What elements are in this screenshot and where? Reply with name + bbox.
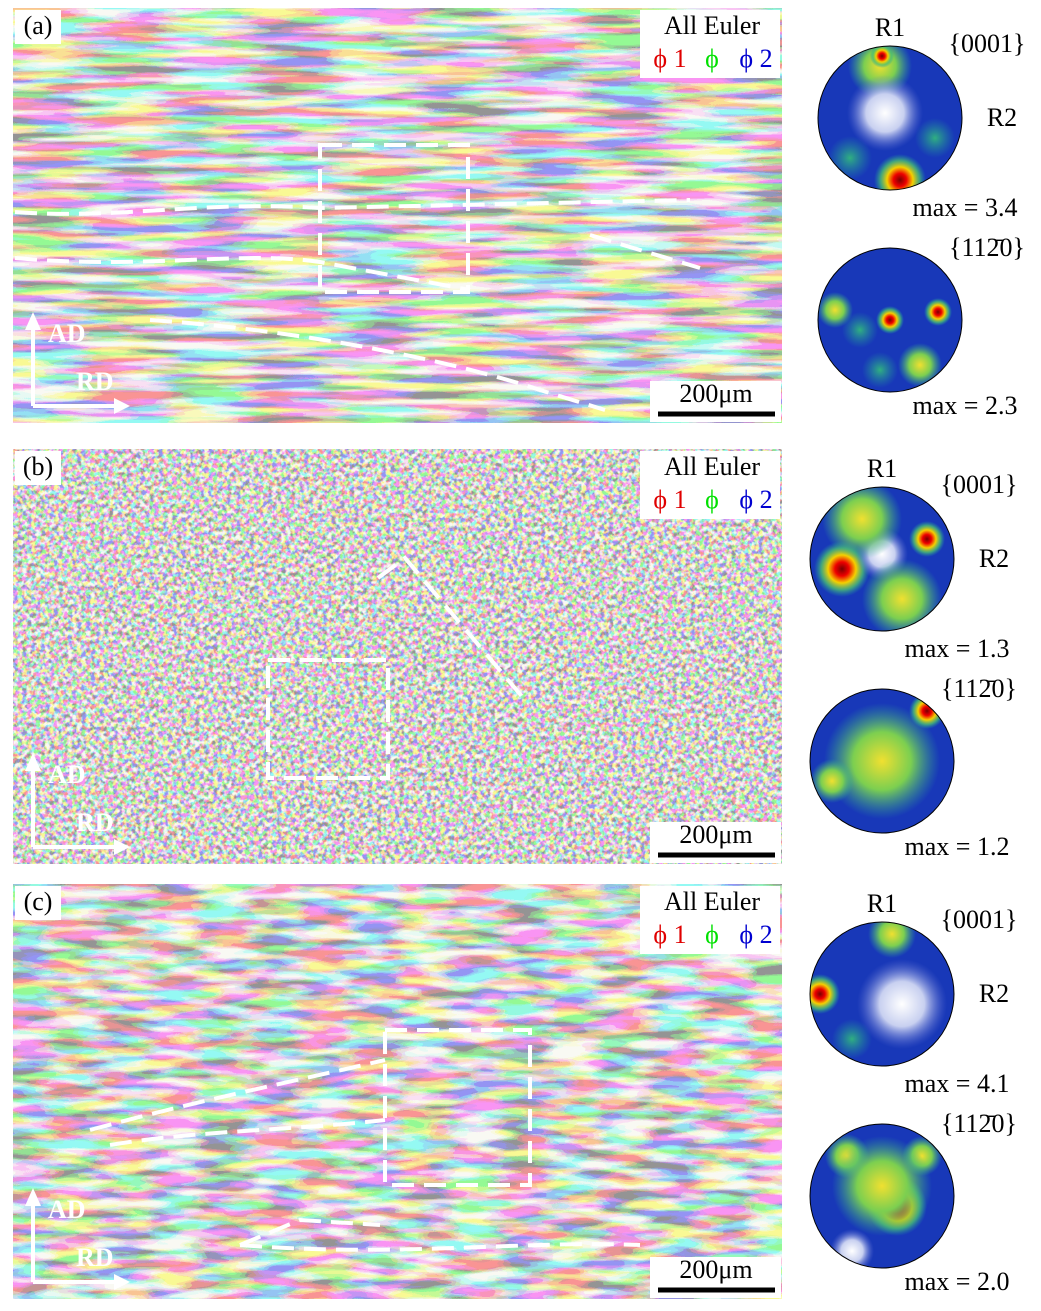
plane-label: {0001} bbox=[941, 470, 1018, 499]
legend-phi: ϕ bbox=[705, 44, 719, 73]
dashed-region bbox=[14, 256, 471, 292]
arrow-heads bbox=[25, 312, 130, 414]
intensity-blob bbox=[828, 136, 872, 180]
pole-figure bbox=[809, 921, 955, 1067]
r1-label: R1 bbox=[875, 13, 905, 42]
pole-figure bbox=[817, 45, 963, 191]
r2-label: R2 bbox=[979, 544, 1009, 573]
plane-label: {0001} bbox=[949, 29, 1026, 58]
legend-box bbox=[640, 10, 780, 78]
dashed-region bbox=[89, 1058, 386, 1132]
legend-phi: ϕ bbox=[705, 920, 719, 949]
axis-rd: RD bbox=[76, 1243, 114, 1272]
pole-outline bbox=[809, 688, 955, 834]
scale-label: 200μm bbox=[679, 1255, 752, 1284]
label-box bbox=[15, 451, 61, 485]
intensity-blob bbox=[832, 1019, 872, 1059]
intensity-blob bbox=[868, 922, 916, 958]
intensity-blob bbox=[915, 118, 955, 158]
axis-rd: RD bbox=[76, 808, 114, 837]
axis-rd: RD bbox=[76, 367, 114, 396]
max-label: max = 2.3 bbox=[913, 391, 1018, 420]
legend-title: All Euler bbox=[664, 887, 760, 916]
intensity-blob bbox=[810, 759, 854, 803]
panel-label: (b) bbox=[23, 452, 53, 481]
max-label: max = 3.4 bbox=[913, 193, 1018, 222]
pole-outline bbox=[809, 921, 955, 1067]
label-box bbox=[15, 10, 61, 44]
dashed-region bbox=[383, 1028, 532, 1187]
legend-phi2: ϕ 2 bbox=[739, 485, 772, 514]
scale-label: 200μm bbox=[679, 379, 752, 408]
intensity-blob bbox=[818, 292, 853, 328]
intensity-blob bbox=[909, 521, 945, 557]
legend-title: All Euler bbox=[664, 452, 760, 481]
scale-label: 200μm bbox=[679, 820, 752, 849]
intensity-blob bbox=[810, 974, 840, 1014]
dashed-region bbox=[239, 1217, 381, 1247]
pole-outline bbox=[817, 247, 963, 393]
legend-phi: ϕ bbox=[705, 485, 719, 514]
legend-phi1: ϕ 1 bbox=[653, 920, 686, 949]
pole-figure bbox=[809, 1123, 955, 1269]
r1-label: R1 bbox=[867, 889, 897, 918]
panel-label: (a) bbox=[24, 11, 53, 40]
r1-label: R1 bbox=[867, 454, 897, 483]
intensity-blob bbox=[898, 343, 942, 387]
intensity-blob bbox=[862, 352, 898, 388]
intensity-blob bbox=[822, 487, 902, 559]
max-label: max = 1.2 bbox=[905, 832, 1010, 861]
intensity-blob bbox=[842, 312, 878, 348]
max-label: max = 1.3 bbox=[905, 634, 1010, 663]
axis-arrows bbox=[31, 326, 118, 408]
dashed-region bbox=[318, 143, 470, 294]
plane-label: {0001} bbox=[941, 905, 1018, 934]
r2-label: R2 bbox=[987, 103, 1017, 132]
dashed-region bbox=[14, 198, 691, 216]
legend-phi2: ϕ 2 bbox=[739, 44, 772, 73]
legend-phi1: ϕ 1 bbox=[653, 485, 686, 514]
pole-outline bbox=[817, 45, 963, 191]
intensity-blob bbox=[824, 703, 940, 819]
dashed-region bbox=[266, 658, 390, 780]
legend-phi2: ϕ 2 bbox=[739, 920, 772, 949]
panel-label: (c) bbox=[24, 887, 53, 916]
intensity-blob bbox=[876, 306, 904, 334]
r2-label: R2 bbox=[979, 979, 1009, 1008]
dashed-region bbox=[376, 555, 527, 702]
pole-outline bbox=[809, 1123, 955, 1269]
axis-arrows bbox=[31, 1202, 118, 1284]
legend-title: All Euler bbox=[664, 11, 760, 40]
intensity-blob bbox=[870, 46, 894, 68]
legend-phi1: ϕ 1 bbox=[653, 44, 686, 73]
dashed-region bbox=[149, 318, 606, 412]
intensity-blob bbox=[832, 1136, 932, 1236]
intensity-blob bbox=[857, 959, 947, 1049]
intensity-blob bbox=[847, 75, 923, 151]
plane-label: {112̄0} bbox=[941, 1109, 1017, 1138]
axis-ad: AD bbox=[48, 1195, 86, 1224]
dashed-region bbox=[109, 1118, 386, 1147]
axis-arrows bbox=[31, 767, 118, 849]
legend-box bbox=[640, 451, 780, 519]
pole-figure bbox=[817, 247, 963, 393]
legend-box bbox=[640, 886, 780, 954]
axis-ad: AD bbox=[48, 319, 86, 348]
pole-figure bbox=[809, 486, 955, 632]
label-box bbox=[15, 886, 61, 920]
axis-ad: AD bbox=[48, 760, 86, 789]
max-label: max = 4.1 bbox=[905, 1069, 1010, 1098]
plane-label: {112̄0} bbox=[949, 233, 1025, 262]
pole-figure bbox=[809, 688, 955, 834]
plane-label: {112̄0} bbox=[941, 674, 1017, 703]
pole-outline bbox=[809, 486, 955, 632]
intensity-blob bbox=[862, 559, 942, 631]
max-label: max = 2.0 bbox=[905, 1267, 1010, 1296]
arrow-heads bbox=[25, 753, 130, 855]
intensity-blob bbox=[924, 298, 952, 326]
intensity-blob bbox=[874, 154, 926, 190]
arrow-heads bbox=[25, 1188, 130, 1290]
dashed-region bbox=[589, 233, 701, 270]
